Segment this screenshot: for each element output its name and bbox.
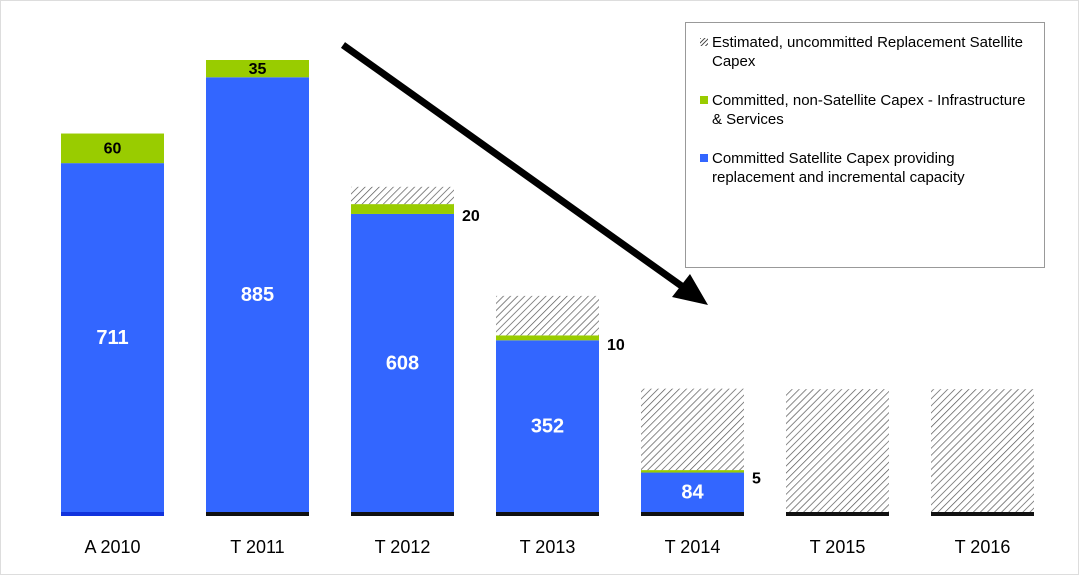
legend-swatch: [700, 154, 708, 162]
legend-item: Committed, non-Satellite Capex - Infrast…: [694, 91, 1036, 129]
bar-segment: [786, 389, 889, 514]
bar-base: [61, 512, 164, 516]
bar-base: [786, 512, 889, 516]
x-tick-label: T 2014: [665, 537, 721, 557]
value-label: 885: [241, 284, 274, 306]
bar-base: [496, 512, 599, 516]
x-tick-label: T 2011: [230, 537, 284, 557]
legend-label: Estimated, uncommitted Replacement Satel…: [712, 34, 1023, 70]
value-label: 352: [531, 415, 564, 437]
bar-segment: [641, 472, 744, 514]
bar-base: [641, 512, 744, 516]
legend-item: Estimated, uncommitted Replacement Satel…: [694, 33, 1036, 71]
value-label: 711: [96, 327, 128, 349]
bar-segment: [496, 335, 599, 341]
bar-base: [206, 512, 309, 516]
bar-segment: [61, 133, 164, 164]
value-label: 84: [681, 482, 704, 504]
value-label: 35: [249, 61, 267, 78]
bar-segment: [351, 186, 454, 205]
bar-segment: [496, 340, 599, 514]
x-tick-label: T 2015: [810, 537, 866, 557]
bar-segment: [206, 60, 309, 78]
bar-segment: [641, 388, 744, 471]
value-label: 608: [386, 352, 419, 374]
value-label: 60: [104, 141, 122, 158]
bar-segment: [351, 213, 454, 514]
arrow-head: [672, 274, 708, 305]
value-label: 20: [462, 208, 480, 225]
x-tick-label: T 2012: [375, 537, 431, 557]
bar-segment: [61, 163, 164, 514]
trend-arrow: [340, 42, 693, 295]
bar-base: [351, 512, 454, 516]
legend: Estimated, uncommitted Replacement Satel…: [685, 22, 1045, 268]
legend-swatch: [700, 96, 708, 104]
x-tick-label: A 2010: [84, 537, 140, 557]
legend-swatch: [700, 38, 708, 46]
bar-segment: [641, 470, 744, 473]
legend-label: Committed, non-Satellite Capex - Infrast…: [712, 92, 1026, 128]
bar-segment: [206, 77, 309, 515]
x-tick-label: T 2016: [955, 537, 1011, 557]
bar-segment: [496, 295, 599, 336]
value-label: 10: [607, 337, 625, 354]
legend-item: Committed Satellite Capex providing repl…: [694, 149, 1036, 187]
bar-segment: [351, 204, 454, 214]
value-label: 5: [752, 471, 761, 488]
legend-label: Committed Satellite Capex providing repl…: [712, 150, 965, 186]
bar-segment: [931, 389, 1034, 514]
bar-base: [931, 512, 1034, 516]
x-tick-label: T 2013: [520, 537, 576, 557]
